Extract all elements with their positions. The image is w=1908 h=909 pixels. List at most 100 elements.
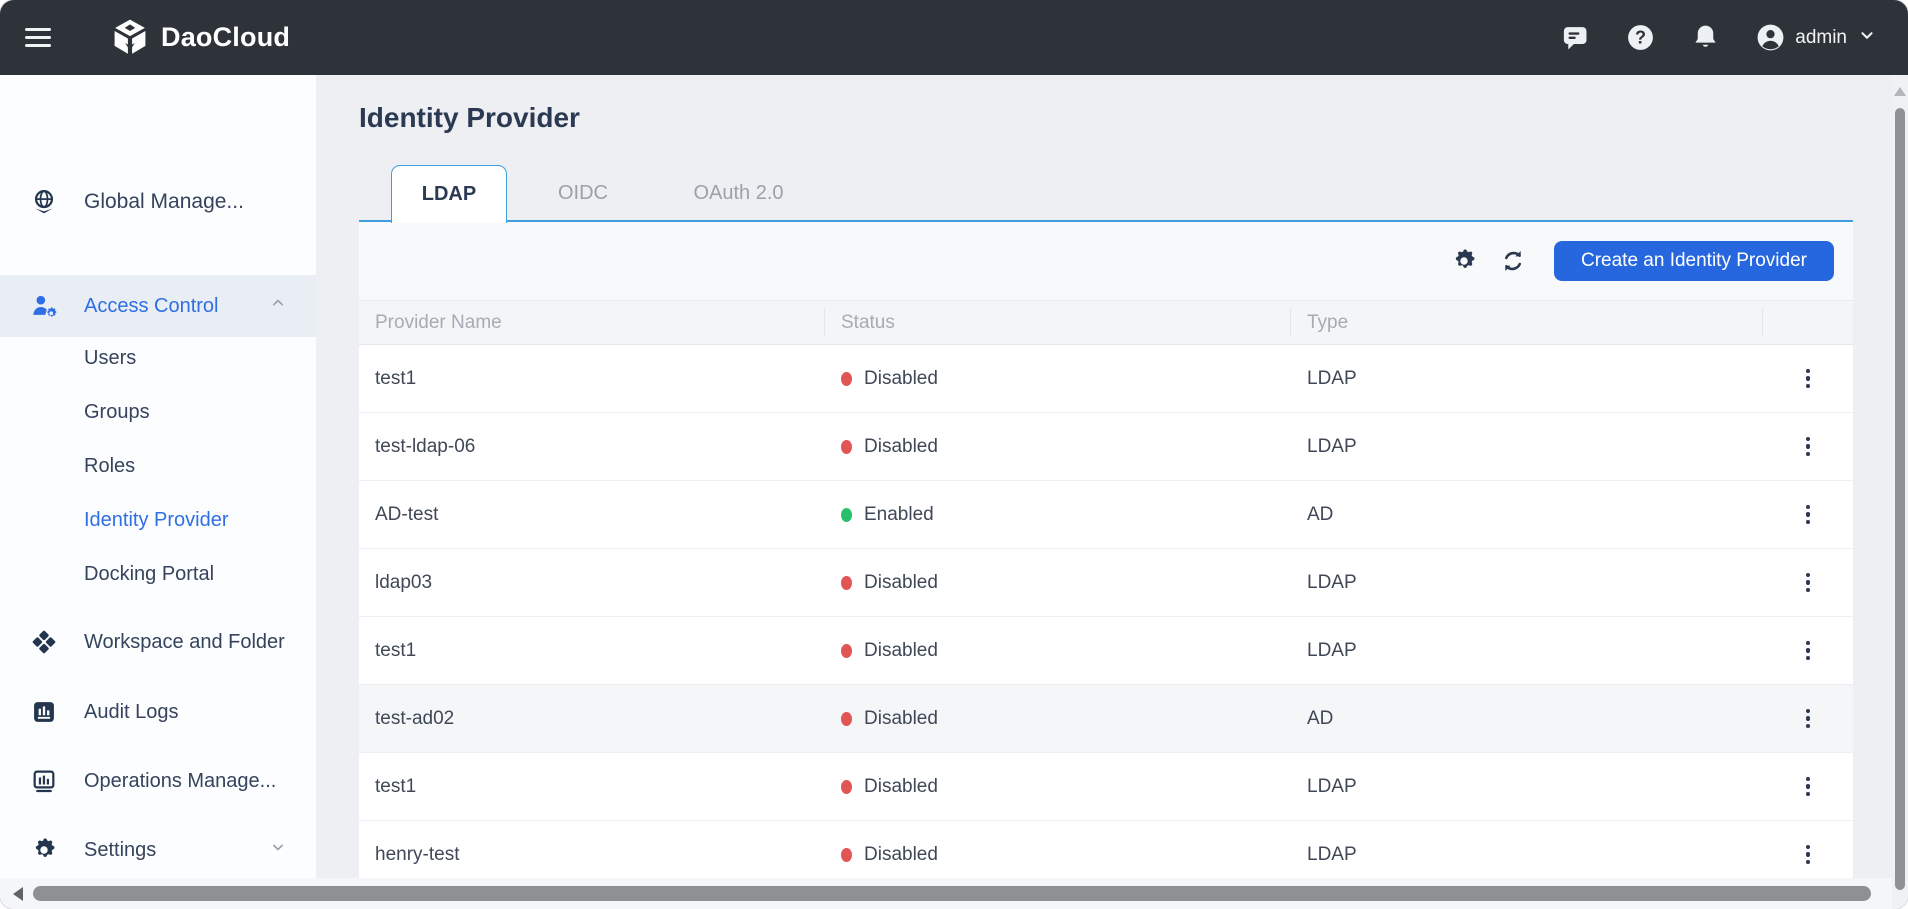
- table-row: test1 Disabled LDAP: [359, 617, 1853, 685]
- page-title: Identity Provider: [359, 102, 580, 133]
- table-row: AD-test Enabled AD: [359, 481, 1853, 549]
- sidebar-item-label: Access Control: [84, 294, 219, 317]
- sidebar-subitem[interactable]: Docking Portal: [84, 554, 214, 594]
- kebab-menu-icon[interactable]: [1796, 635, 1821, 667]
- scroll-left-arrow-icon[interactable]: [13, 887, 23, 901]
- sidebar-item-label: Operations Manage...: [84, 769, 277, 792]
- vertical-scrollbar[interactable]: [1892, 75, 1908, 909]
- sidebar: Global Manage... Access Control: [0, 75, 316, 878]
- kebab-menu-icon[interactable]: [1796, 839, 1821, 871]
- kebab-menu-icon[interactable]: [1796, 567, 1821, 599]
- provider-table-card: Create an Identity Provider Provider Nam…: [359, 222, 1853, 878]
- brand[interactable]: DaoCloud: [109, 17, 290, 59]
- user-gear-icon: [30, 292, 58, 320]
- user-name: admin: [1795, 26, 1847, 48]
- status-cell: Disabled: [825, 753, 1291, 820]
- sidebar-item-label: Settings: [84, 838, 157, 861]
- actions-cell: [1763, 481, 1853, 548]
- sidebar-subitem-label: Identity Provider: [84, 508, 229, 531]
- table-row: test-ad02 Disabled AD: [359, 685, 1853, 753]
- status-label: Disabled: [864, 435, 938, 457]
- settings-gear-icon[interactable]: [1450, 247, 1478, 275]
- type-cell: AD: [1307, 707, 1334, 729]
- scroll-up-arrow-icon[interactable]: [1894, 87, 1906, 96]
- table-row: henry-test Disabled LDAP: [359, 821, 1853, 878]
- status-dot: [841, 847, 852, 862]
- sidebar-item-audit-logs[interactable]: Audit Logs: [0, 685, 316, 739]
- status-dot: [841, 575, 852, 590]
- tab-oauth[interactable]: OAuth 2.0: [693, 181, 784, 204]
- sidebar-item-global-management[interactable]: Global Manage...: [0, 175, 316, 229]
- kebab-menu-icon[interactable]: [1796, 499, 1821, 531]
- messages-icon[interactable]: [1560, 22, 1591, 53]
- provider-name-cell: AD-test: [375, 503, 439, 525]
- actions-cell: [1763, 345, 1853, 412]
- sidebar-subitem-label: Groups: [84, 400, 150, 423]
- avatar: [1755, 22, 1786, 53]
- sidebar-item-label: Global Manage...: [84, 190, 244, 213]
- actions-cell: [1763, 685, 1853, 752]
- kebab-menu-icon[interactable]: [1796, 703, 1821, 735]
- status-dot: [841, 439, 852, 454]
- sidebar-subitem[interactable]: Identity Provider: [84, 500, 229, 540]
- kebab-menu-icon[interactable]: [1796, 431, 1821, 463]
- status-cell: Disabled: [825, 549, 1291, 616]
- status-dot: [841, 643, 852, 658]
- horizontal-scrollbar[interactable]: [0, 878, 1892, 909]
- bar-chart-monitor-icon: [30, 767, 58, 795]
- sidebar-subitem-label: Docking Portal: [84, 562, 215, 585]
- sidebar-subitem[interactable]: Groups: [84, 392, 150, 432]
- table-row: test-ldap-06 Disabled LDAP: [359, 413, 1853, 481]
- type-cell: LDAP: [1307, 843, 1357, 865]
- table-body: test1 Disabled LDAP test-ldap-06: [359, 345, 1853, 878]
- table-header: Provider Name Status Type: [359, 300, 1853, 345]
- tab-oidc[interactable]: OIDC: [558, 181, 608, 204]
- status-label: Disabled: [864, 367, 938, 389]
- provider-name-cell: test-ad02: [375, 707, 455, 729]
- status-dot: [841, 507, 852, 522]
- type-cell: LDAP: [1307, 571, 1357, 593]
- status-cell: Disabled: [825, 685, 1291, 752]
- type-cell: LDAP: [1307, 775, 1357, 797]
- globe-icon: [30, 188, 58, 216]
- status-cell: Disabled: [825, 413, 1291, 480]
- sidebar-item-label: Audit Logs: [84, 700, 179, 723]
- provider-name-cell: test-ldap-06: [375, 435, 476, 457]
- refresh-icon[interactable]: [1499, 247, 1527, 275]
- notifications-bell-icon[interactable]: [1690, 22, 1721, 53]
- actions-cell: [1763, 549, 1853, 616]
- table-row: test1 Disabled LDAP: [359, 753, 1853, 821]
- sidebar-item-operations-management[interactable]: Operations Manage...: [0, 754, 316, 808]
- top-bar: DaoCloud ?: [0, 0, 1908, 75]
- svg-text:?: ?: [1635, 28, 1646, 48]
- status-cell: Enabled: [825, 481, 1291, 548]
- table-row: ldap03 Disabled LDAP: [359, 549, 1853, 617]
- sidebar-item-access-control[interactable]: Access Control: [0, 275, 316, 337]
- table-row: test1 Disabled LDAP: [359, 345, 1853, 413]
- vertical-scrollbar-thumb[interactable]: [1895, 108, 1905, 890]
- sidebar-subitem[interactable]: Users: [84, 338, 136, 378]
- column-header-provider-name: Provider Name: [359, 301, 825, 344]
- status-label: Disabled: [864, 775, 938, 797]
- user-menu[interactable]: admin: [1755, 22, 1878, 53]
- sidebar-subitem[interactable]: Roles: [84, 446, 135, 486]
- kebab-menu-icon[interactable]: [1796, 771, 1821, 803]
- horizontal-scrollbar-thumb[interactable]: [33, 886, 1871, 901]
- tab-underline: [359, 220, 1853, 222]
- kebab-menu-icon[interactable]: [1796, 363, 1821, 395]
- actions-cell: [1763, 413, 1853, 480]
- menu-icon[interactable]: [25, 23, 51, 52]
- sidebar-item-settings[interactable]: Settings: [0, 823, 316, 877]
- sidebar-subitem-label: Users: [84, 346, 137, 369]
- chevron-down-icon: [268, 837, 288, 863]
- tab-ldap[interactable]: LDAP: [391, 165, 507, 223]
- status-dot: [841, 371, 852, 386]
- daocloud-logo-icon: [114, 19, 146, 54]
- sidebar-item-workspace-and-folder[interactable]: Workspace and Folder: [0, 615, 316, 669]
- provider-name-cell: test1: [375, 639, 417, 661]
- sidebar-item-label: Workspace and Folder: [84, 630, 285, 653]
- help-icon[interactable]: ?: [1625, 22, 1656, 53]
- actions-cell: [1763, 617, 1853, 684]
- create-identity-provider-button[interactable]: Create an Identity Provider: [1554, 241, 1834, 281]
